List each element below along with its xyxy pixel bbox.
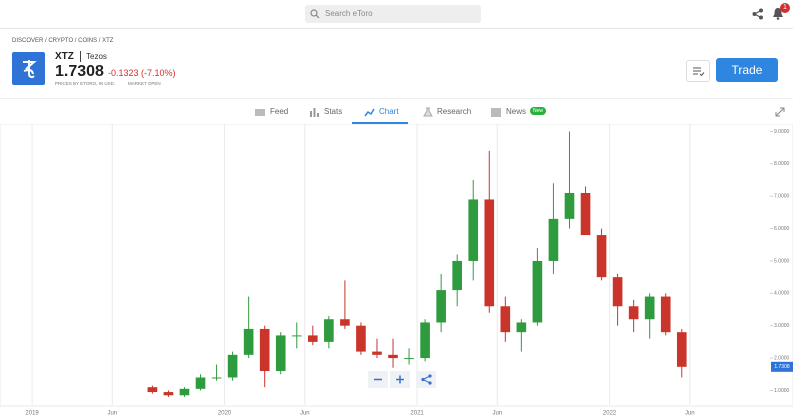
candle-body (388, 354, 398, 359)
symbol: XTZ (55, 51, 81, 62)
y-tick-label: 5.0000 (774, 258, 790, 264)
x-tick-label: Jun (685, 411, 695, 417)
tab[interactable]: Research (423, 99, 471, 124)
x-tick-label: 2020 (218, 411, 232, 417)
tab[interactable]: News New (490, 99, 547, 124)
candle-body (227, 354, 238, 378)
candle-body (404, 358, 414, 360)
candle-body (484, 199, 495, 307)
search-box[interactable]: Search eToro (305, 5, 481, 23)
candle-body (612, 277, 623, 307)
trade-button[interactable]: Trade (716, 58, 778, 82)
y-tick-label: 3.0000 (774, 323, 790, 329)
x-tick-label: Jun (107, 411, 117, 417)
candle-body (516, 322, 527, 333)
candle-body (356, 325, 366, 352)
candle-body (340, 319, 350, 326)
candle-body (211, 377, 222, 379)
chart: 2019 Jun 2020 Jun 2021 Jun 2022 Jun 1.0000 2.0000… (0, 124, 793, 417)
tab-label: Feed (270, 107, 289, 116)
share-chart[interactable] (416, 371, 436, 388)
candle-body (179, 388, 190, 396)
y-tick-label: 1.0000 (774, 388, 790, 394)
candle-body (500, 306, 511, 333)
x-tick-label: 2022 (603, 411, 617, 417)
instrument-name: Tezos (86, 52, 107, 61)
tab-label: News (506, 107, 527, 116)
new-badge: New (530, 107, 547, 116)
y-tick-label: 8.0000 (774, 161, 790, 167)
candle-body (291, 335, 302, 337)
last-price-label: 1.7308 (774, 364, 790, 370)
candle-body (420, 322, 430, 359)
y-tick-label: 4.0000 (774, 291, 790, 297)
y-tick-label: 7.0000 (774, 194, 790, 200)
x-tick-label: 2021 (410, 411, 424, 417)
x-tick-label: 2019 (25, 411, 39, 417)
x-tick-label: Jun (492, 411, 502, 417)
chart-controls (368, 371, 436, 388)
candle-body (259, 328, 270, 372)
breadcrumb[interactable]: DISCOVER / CRYPTO / COINS / XTZ (12, 38, 114, 44)
candle-body (195, 377, 206, 389)
candle-body (660, 296, 671, 333)
candle-body (147, 387, 158, 393)
candle-body (532, 260, 543, 323)
watchlist-button[interactable] (686, 60, 710, 82)
candle-body (436, 290, 446, 323)
candle-body (324, 319, 334, 342)
fullscreen-icon[interactable] (775, 107, 785, 117)
market-status: MARKET OPEN (128, 81, 161, 86)
price: 1.7308 (55, 63, 104, 80)
tab[interactable]: Stats (309, 99, 342, 124)
x-tick-label: Jun (300, 411, 310, 417)
tab-label: Research (437, 107, 472, 116)
y-tick-label: 6.0000 (774, 226, 790, 232)
candle-body (243, 328, 254, 355)
tab-label: Stats (324, 107, 343, 116)
coin-logo (12, 52, 45, 85)
y-tick-label: 9.0000 (774, 129, 790, 135)
candle-body (163, 392, 174, 396)
candle-body (548, 218, 559, 261)
notification-badge: 1 (780, 3, 790, 13)
candle-body (308, 335, 318, 342)
candle-body (372, 351, 382, 355)
last-price-box (771, 361, 793, 372)
tab-bar: Feed Stats Chart Research News New (0, 98, 793, 126)
candle-body (452, 260, 462, 291)
candle-body (676, 332, 687, 367)
candle-body (468, 199, 479, 261)
price-source: PRICES BY ETORO, IN USD. (55, 81, 116, 86)
share-icon[interactable] (752, 8, 764, 20)
candle-body (644, 296, 655, 320)
tab[interactable]: Feed (254, 99, 288, 124)
tab[interactable]: Chart (352, 99, 408, 124)
tab-label: Chart (379, 107, 399, 116)
candle-body (628, 306, 639, 320)
candle-body (580, 192, 591, 236)
candle-body (275, 335, 286, 372)
candle-body (564, 192, 575, 219)
price-change: -0.1323 (-7.10%) (108, 68, 176, 78)
candle-body (596, 235, 607, 278)
y-tick-label: 2.0000 (774, 355, 790, 361)
plot-area (0, 124, 793, 407)
search-icon (310, 9, 320, 19)
